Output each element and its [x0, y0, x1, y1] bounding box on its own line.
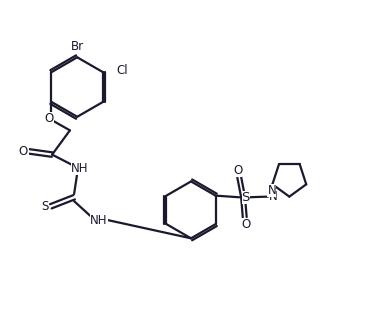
Text: N: N [269, 190, 278, 203]
Text: O: O [242, 218, 251, 231]
Text: Br: Br [71, 40, 84, 53]
Text: O: O [233, 164, 242, 177]
Text: S: S [41, 200, 49, 213]
Text: NH: NH [90, 214, 108, 227]
Text: Cl: Cl [117, 64, 128, 77]
Text: O: O [18, 145, 28, 158]
Text: O: O [44, 111, 53, 125]
Text: S: S [241, 191, 250, 204]
Text: N: N [267, 184, 276, 197]
Text: NH: NH [71, 162, 89, 175]
